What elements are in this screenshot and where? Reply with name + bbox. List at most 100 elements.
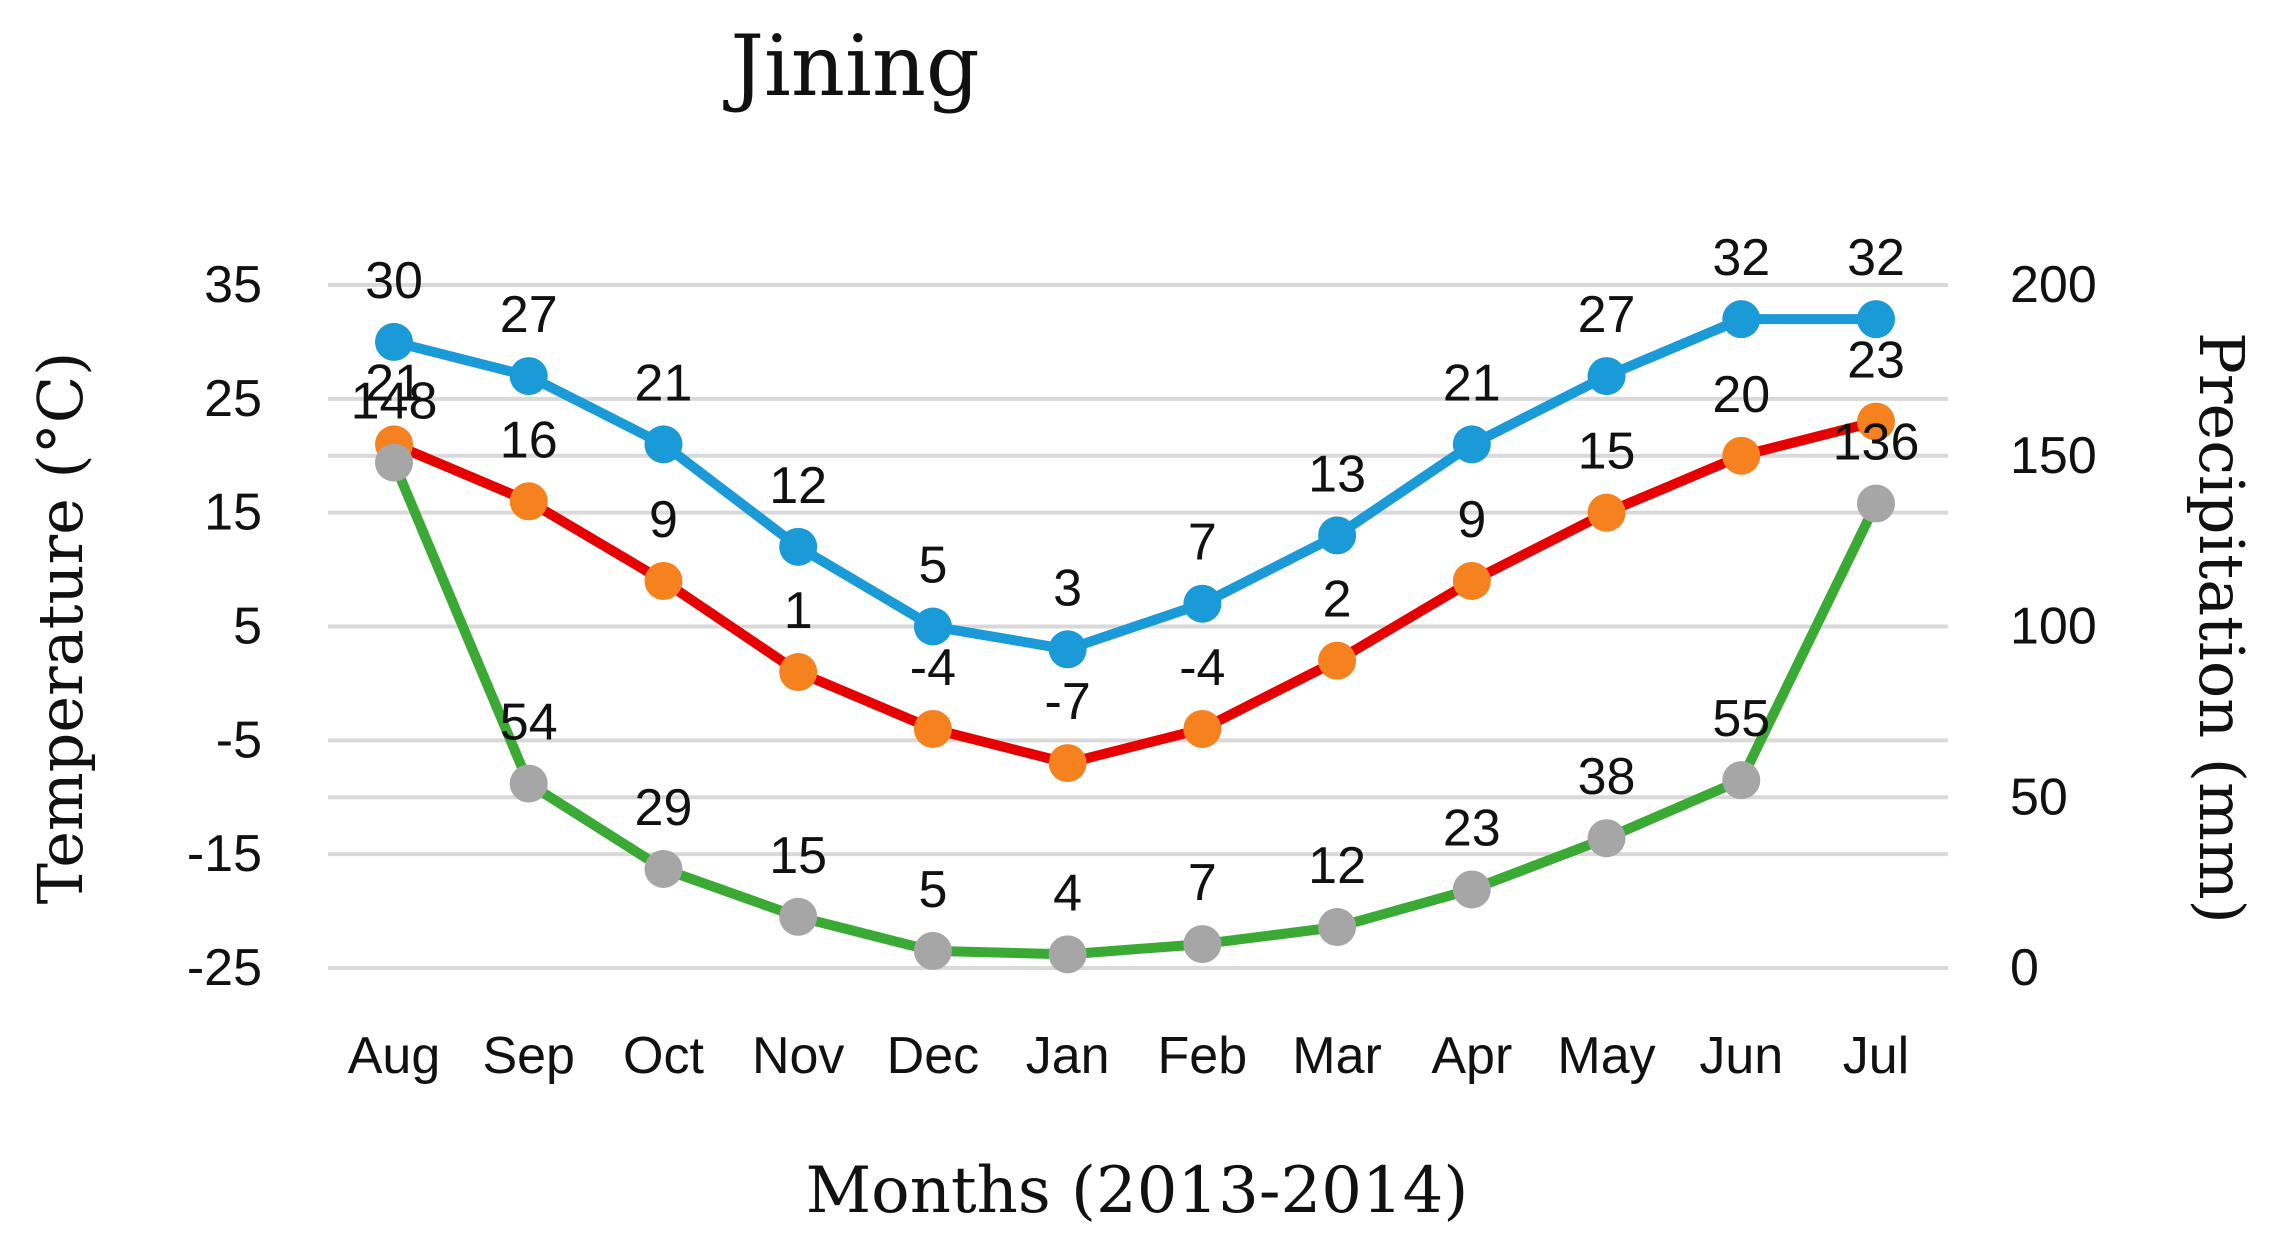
series-2-data-label: 2	[1323, 571, 1352, 629]
series-1-point	[509, 357, 548, 396]
series-1-data-label: 21	[635, 354, 693, 412]
series-2-data-label: 9	[1457, 491, 1486, 549]
series-line-1	[389, 314, 1881, 655]
series-3-point	[1452, 870, 1491, 909]
right-tick-label: 100	[2010, 598, 2097, 656]
left-tick-label: -25	[187, 939, 262, 997]
series-2-data-label: -4	[1179, 639, 1225, 697]
series-1-data-label: 32	[1712, 229, 1770, 287]
series-1-point	[1722, 300, 1761, 339]
series-1-data-label: 27	[1578, 286, 1636, 344]
series-3-data-label: 55	[1712, 690, 1770, 748]
series-group	[375, 300, 1895, 974]
series-1-point	[1587, 357, 1626, 396]
series-2-data-label: 21	[365, 354, 423, 412]
series-3-data-label: 23	[1443, 799, 1501, 857]
left-tick-label: 5	[233, 598, 262, 656]
left-tick-label: 25	[204, 370, 262, 428]
series-2-point	[1452, 561, 1491, 600]
category-label: Jul	[1843, 1027, 1909, 1085]
series-line-3	[389, 457, 1881, 960]
x-axis-ticks: Aug Sep Oct Nov Dec Jan Feb Mar Apr May Jun Jul	[348, 1027, 1910, 1085]
category-label: Apr	[1431, 1027, 1512, 1085]
category-label: Mar	[1292, 1027, 1382, 1085]
series-3-point	[913, 931, 952, 970]
series-2-point	[1048, 744, 1087, 783]
series-1-point	[1048, 630, 1087, 669]
left-tick-label: 35	[204, 256, 262, 314]
series-1-point	[644, 425, 683, 464]
y-axis-title-left: Temperature (°C)	[24, 352, 97, 905]
series-1-data-label: 7	[1188, 514, 1217, 572]
left-tick-label: -5	[216, 711, 262, 769]
series-3-point	[1857, 484, 1895, 523]
series-2-data-label: 15	[1578, 423, 1636, 481]
category-label: Sep	[482, 1027, 575, 1085]
right-axis-ticks: 200 150 100 50 0	[2010, 256, 2097, 997]
series-2-point	[1587, 493, 1626, 532]
series-3-point	[779, 897, 818, 936]
left-tick-label: 15	[204, 484, 262, 542]
series-3-data-label: 148	[351, 373, 438, 431]
series-2-data-label: -4	[910, 639, 956, 697]
series-1-point	[1318, 516, 1357, 555]
category-label: Aug	[348, 1027, 441, 1085]
series-3-data-label: 54	[500, 694, 558, 752]
series-1-data-label: 3	[1053, 559, 1082, 617]
series-3-data-label: 5	[918, 861, 947, 919]
series-3-data-label: 12	[1308, 837, 1366, 895]
series-2-point	[779, 653, 818, 692]
series-1-data-label: 30	[365, 252, 423, 310]
y-axis-title-right: Precipitation (mm)	[2185, 332, 2258, 924]
right-tick-label: 200	[2010, 256, 2097, 314]
series-1-point	[1452, 425, 1491, 464]
series-line-2	[389, 416, 1881, 769]
category-label: Nov	[752, 1027, 844, 1085]
category-label: Jan	[1026, 1027, 1110, 1085]
series-1-data-label: 5	[918, 537, 947, 595]
series-3-data-label: 4	[1053, 864, 1082, 922]
series-3-data-label: 7	[1188, 854, 1217, 912]
category-label: May	[1557, 1027, 1655, 1085]
series-2-point	[644, 561, 683, 600]
series-2-point	[913, 709, 952, 748]
series-3-data-label: 29	[635, 779, 693, 837]
series-1-point	[1857, 300, 1895, 339]
series-3-point	[1587, 819, 1626, 858]
category-label: Oct	[623, 1027, 704, 1085]
series-3-data-label: 38	[1578, 748, 1636, 806]
series-1-point	[375, 322, 413, 361]
category-label: Dec	[887, 1027, 979, 1085]
series-3-point	[1722, 761, 1761, 800]
series-3-point	[644, 849, 683, 888]
category-label: Jun	[1699, 1027, 1783, 1085]
series-3-point	[1183, 925, 1222, 964]
series-3-point	[1048, 935, 1087, 974]
right-tick-label: 50	[2010, 768, 2068, 826]
series-3-data-label: 15	[769, 827, 827, 885]
right-tick-label: 150	[2010, 427, 2097, 485]
series-1-data-label: 32	[1847, 229, 1905, 287]
chart-title: Jining	[722, 17, 979, 115]
series-2-data-label: 1	[784, 582, 813, 640]
series-2-data-label: -7	[1045, 673, 1091, 731]
left-tick-label: -15	[187, 825, 262, 883]
left-axis-ticks: 35 25 15 5 -5 -15 -25	[187, 256, 262, 997]
series-1-point	[779, 527, 818, 566]
series-2-point	[1183, 709, 1222, 748]
series-3-point	[509, 764, 548, 803]
series-3-point	[1318, 908, 1357, 947]
series-2-point	[509, 482, 548, 521]
series-2-point	[1857, 402, 1895, 441]
series-3-point	[375, 443, 413, 482]
right-tick-label: 0	[2010, 939, 2039, 997]
category-label: Feb	[1158, 1027, 1248, 1085]
series-2-data-label: 16	[500, 411, 558, 469]
series-2-point	[1318, 641, 1357, 680]
series-1-point	[1183, 584, 1222, 623]
series-1-data-label: 13	[1308, 445, 1366, 503]
series-3-data-label: 136	[1833, 414, 1920, 472]
series-1-data-label: 12	[769, 457, 827, 515]
series-1-data-label: 21	[1443, 354, 1501, 412]
